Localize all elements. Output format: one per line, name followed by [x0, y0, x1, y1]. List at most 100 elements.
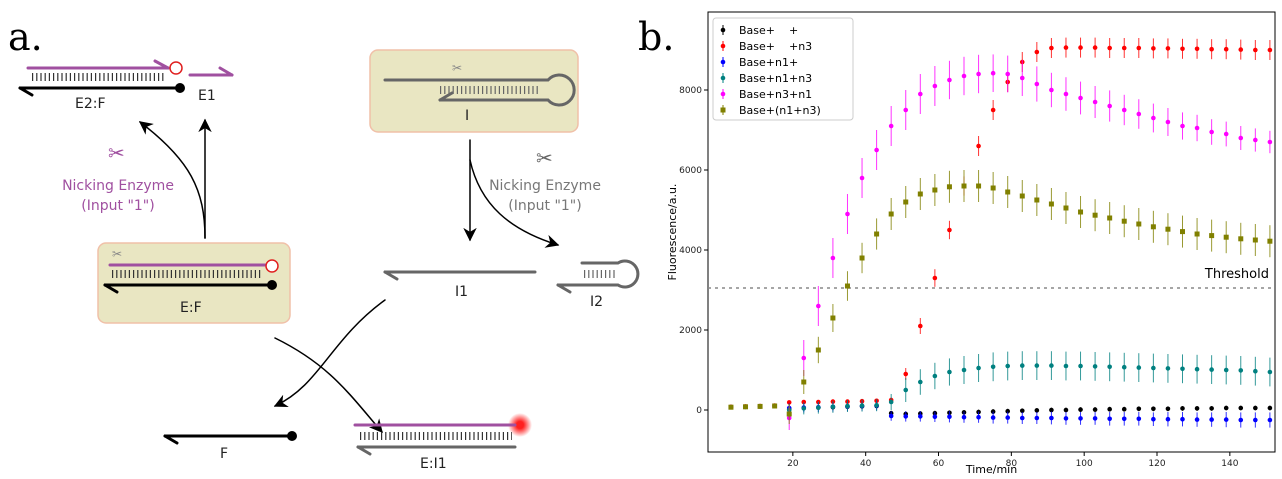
point: [1107, 416, 1112, 422]
point: [786, 400, 792, 405]
point: [1049, 407, 1054, 413]
point: [961, 367, 967, 373]
strand-hook: [153, 59, 170, 70]
point: [1107, 45, 1112, 51]
point: [1151, 406, 1156, 412]
arrow: [469, 159, 560, 248]
point: [903, 414, 909, 419]
point: [1034, 197, 1040, 203]
point: [888, 123, 894, 129]
point: [1223, 131, 1229, 137]
node-label: E2:F: [75, 96, 106, 112]
panel-label: b.: [638, 15, 674, 59]
point: [874, 147, 879, 153]
panel-label: a.: [8, 15, 43, 59]
point: [1136, 221, 1142, 227]
point: [1209, 406, 1214, 411]
point: [1063, 363, 1069, 369]
point: [932, 187, 938, 193]
point: [1267, 405, 1273, 411]
point: [1063, 91, 1069, 97]
point: [845, 403, 850, 409]
point: [1063, 407, 1069, 413]
point: [1180, 406, 1185, 411]
point: [859, 255, 865, 261]
point: [1005, 415, 1011, 420]
point: [1223, 234, 1229, 240]
point: [1151, 365, 1156, 371]
point: [1107, 215, 1113, 221]
point: [1034, 415, 1040, 421]
point: [1078, 416, 1083, 421]
point: [1107, 364, 1112, 370]
enzyme-label: Nicking Enzyme: [62, 178, 174, 194]
point: [947, 414, 952, 420]
node-label: E1: [198, 88, 216, 104]
point: [1194, 46, 1200, 52]
plot: 20 40 60 80 100 120 140 0 2000 4000 6000 8000 Time/m…: [666, 11, 1276, 476]
point: [990, 70, 996, 76]
point: [990, 415, 996, 420]
point: [918, 323, 923, 329]
y-tick-label: 0: [696, 406, 702, 416]
legend-marker: [720, 75, 726, 81]
point: [1092, 212, 1098, 218]
point: [1092, 45, 1098, 50]
quencher: [175, 83, 185, 93]
complex-box: [97, 242, 291, 324]
point: [1049, 363, 1054, 368]
point: [1092, 364, 1098, 369]
point: [1121, 218, 1127, 224]
point: [1180, 416, 1185, 422]
strand-hook: [18, 86, 34, 97]
hairpin: [556, 259, 640, 289]
point: [1253, 417, 1258, 423]
scissors-icon: ✂: [112, 247, 122, 261]
point: [976, 414, 981, 420]
point: [1165, 416, 1171, 422]
point: [1223, 46, 1229, 52]
point: [932, 373, 938, 379]
point: [1238, 405, 1244, 411]
point: [1136, 416, 1142, 422]
point: [816, 405, 821, 410]
point: [1165, 366, 1171, 371]
point: [1180, 366, 1185, 372]
point: [1267, 369, 1273, 375]
point: [786, 411, 792, 417]
point: [1180, 46, 1185, 52]
legend-marker: [720, 91, 726, 97]
point: [1136, 406, 1142, 412]
point: [1150, 224, 1156, 230]
point: [1180, 229, 1186, 235]
y-tick-label: 8000: [679, 86, 702, 96]
node-label: I2: [590, 294, 603, 310]
point: [1078, 45, 1083, 50]
point: [1063, 416, 1069, 421]
point: [1194, 417, 1200, 422]
point: [801, 406, 807, 411]
point: [1238, 135, 1244, 141]
point: [903, 371, 909, 377]
point: [1238, 47, 1244, 52]
point: [816, 303, 821, 309]
point: [976, 183, 982, 189]
point: [1253, 47, 1258, 53]
arrow: [273, 299, 386, 407]
point: [1194, 231, 1200, 237]
node-label: F: [220, 446, 228, 462]
point: [1092, 416, 1098, 421]
point: [1267, 47, 1273, 53]
point: [1049, 87, 1054, 93]
point: [903, 107, 909, 113]
x-tick-label: 100: [1076, 459, 1093, 469]
point: [1107, 406, 1112, 412]
point: [1253, 405, 1258, 411]
point: [903, 387, 909, 393]
point: [801, 355, 807, 361]
node-label: I: [465, 108, 469, 124]
legend-label: Base+n3+n1: [739, 88, 812, 101]
point: [1151, 115, 1156, 121]
point: [1194, 366, 1200, 372]
point: [1034, 49, 1040, 55]
